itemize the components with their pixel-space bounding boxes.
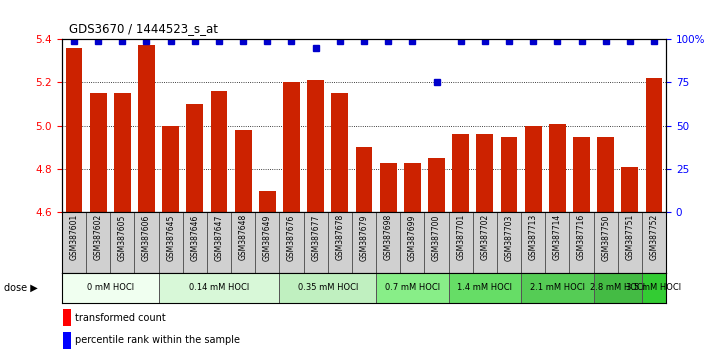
Bar [283,82,300,212]
Text: GSM387699: GSM387699 [408,214,417,261]
Text: GSM387698: GSM387698 [384,214,392,261]
Text: 2.1 mM HOCl: 2.1 mM HOCl [530,283,585,292]
Bar [66,47,82,212]
Text: GSM387752: GSM387752 [649,214,659,261]
Text: GSM387678: GSM387678 [336,214,344,261]
Text: GDS3670 / 1444523_s_at: GDS3670 / 1444523_s_at [69,22,218,35]
Text: GSM387605: GSM387605 [118,214,127,261]
Bar [597,137,614,212]
Text: percentile rank within the sample: percentile rank within the sample [76,335,240,346]
Text: GSM387702: GSM387702 [480,214,489,261]
Bar [646,78,662,212]
Text: transformed count: transformed count [76,313,166,322]
Text: 0.35 mM HOCl: 0.35 mM HOCl [298,283,358,292]
Text: GSM387649: GSM387649 [263,214,272,261]
Bar [593,273,642,303]
Bar [63,332,71,349]
Bar [114,93,131,212]
Text: GSM387701: GSM387701 [456,214,465,261]
Text: GSM387716: GSM387716 [577,214,586,261]
Text: GSM387606: GSM387606 [142,214,151,261]
Text: 1.4 mM HOCl: 1.4 mM HOCl [457,283,513,292]
Text: GSM387646: GSM387646 [190,214,199,261]
Text: 2.8 mM HOCl: 2.8 mM HOCl [590,283,645,292]
Text: GSM387645: GSM387645 [166,214,175,261]
Bar [525,126,542,212]
Text: GSM387750: GSM387750 [601,214,610,261]
Bar [521,273,593,303]
Bar [404,162,421,212]
Text: GSM387751: GSM387751 [625,214,634,261]
Bar [355,147,373,212]
Bar [159,273,280,303]
Bar [62,273,159,303]
Text: GSM387676: GSM387676 [287,214,296,261]
Bar [452,134,469,212]
Bar [63,309,71,326]
Bar [90,93,106,212]
Text: GSM387648: GSM387648 [239,214,248,261]
Text: GSM387602: GSM387602 [94,214,103,261]
Text: dose ▶: dose ▶ [4,282,37,293]
Bar [280,273,376,303]
Text: GSM387714: GSM387714 [553,214,562,261]
Bar [549,124,566,212]
Bar [162,126,179,212]
Bar [476,134,494,212]
Text: 0.14 mM HOCl: 0.14 mM HOCl [189,283,249,292]
Bar [331,93,348,212]
Text: 0.7 mM HOCl: 0.7 mM HOCl [385,283,440,292]
Bar [138,45,155,212]
Bar [210,91,227,212]
Bar [380,162,397,212]
Bar [376,273,448,303]
Text: GSM387677: GSM387677 [311,214,320,261]
Text: 0 mM HOCl: 0 mM HOCl [87,283,134,292]
Text: GSM387647: GSM387647 [215,214,223,261]
Bar [234,130,252,212]
Text: GSM387679: GSM387679 [360,214,368,261]
Bar [428,158,445,212]
Bar [307,80,324,212]
Text: GSM387601: GSM387601 [69,214,79,261]
Text: GSM387713: GSM387713 [529,214,538,261]
Bar [642,273,666,303]
Bar [573,137,590,212]
Bar [259,191,276,212]
Text: 3.5 mM HOCl: 3.5 mM HOCl [627,283,681,292]
Bar [186,104,203,212]
Bar [622,167,638,212]
Text: GSM387703: GSM387703 [505,214,513,261]
Bar [448,273,521,303]
Text: GSM387700: GSM387700 [432,214,441,261]
Bar [501,137,518,212]
